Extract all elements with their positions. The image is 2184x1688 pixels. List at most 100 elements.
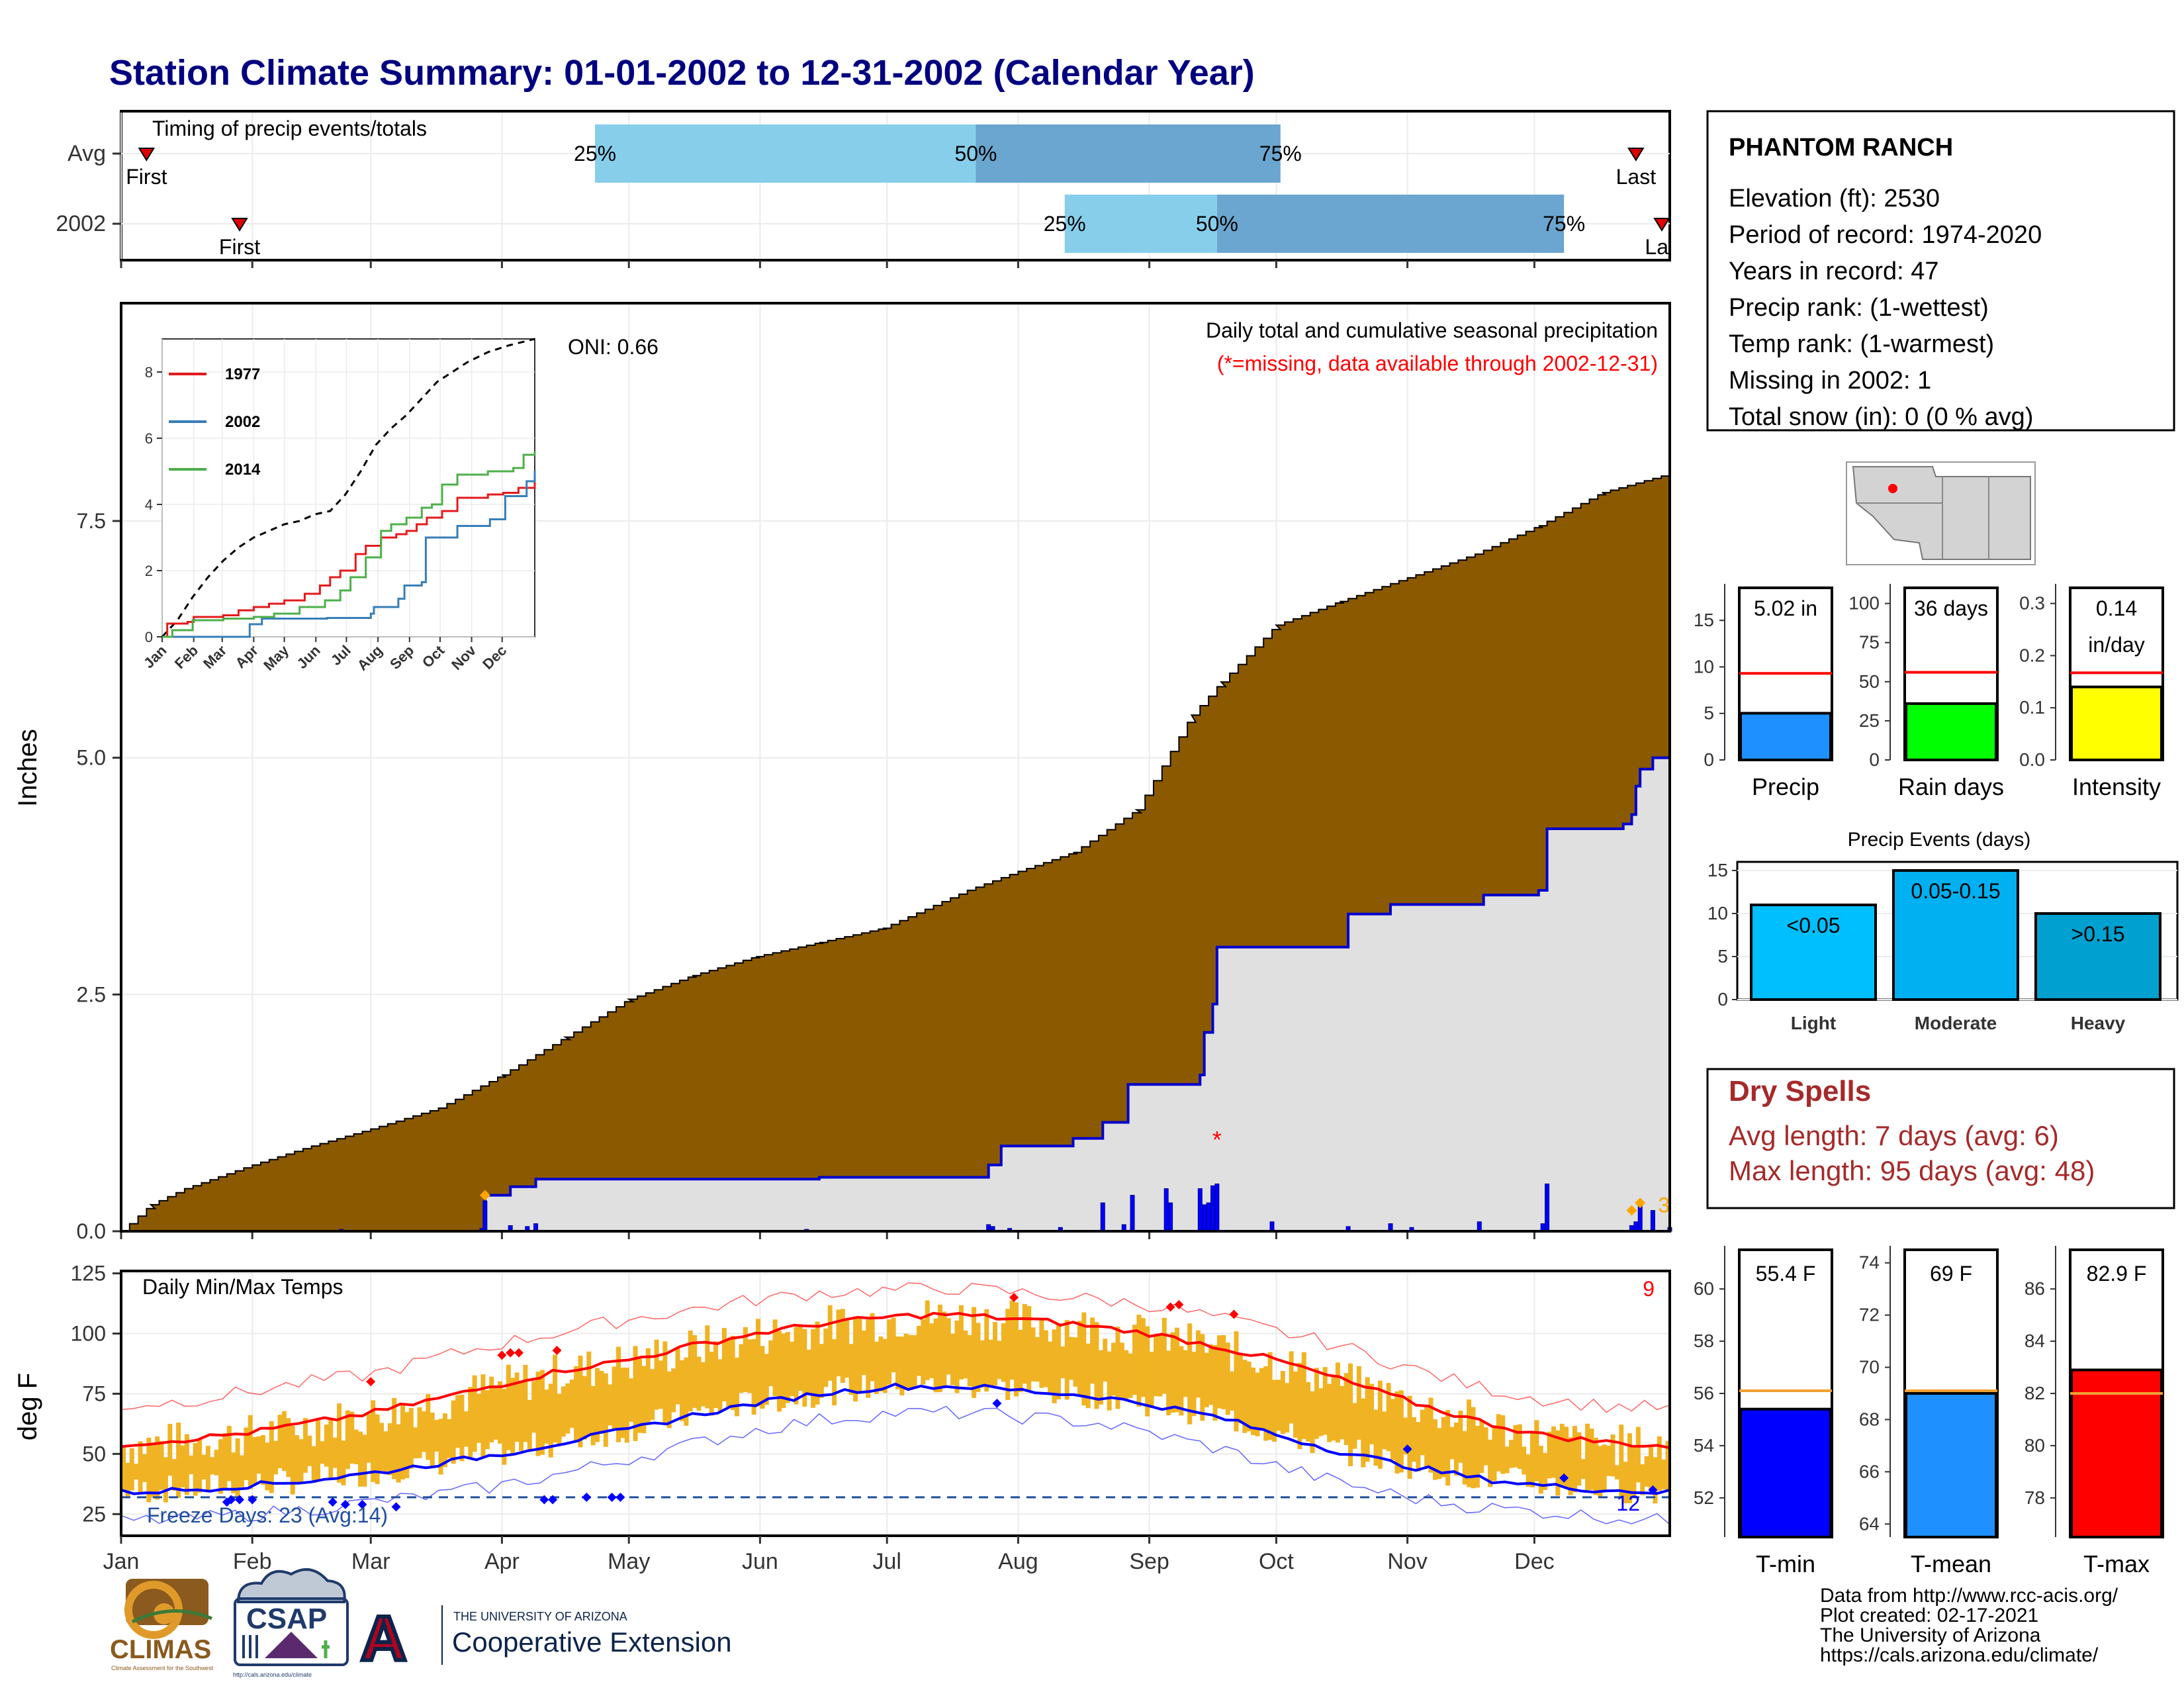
- daily-temp-range-bar: [1462, 1430, 1467, 1485]
- daily-temp-range-bar: [937, 1304, 942, 1393]
- events-category-label: Heavy: [2071, 1013, 2126, 1033]
- daily-temp-range-bar: [1580, 1459, 1586, 1479]
- p75-label: 75%: [1543, 212, 1585, 236]
- daily-temp-range-bar: [1293, 1371, 1298, 1438]
- daily-temp-range-bar: [1187, 1323, 1193, 1425]
- daily-temp-range-bar: [121, 1446, 126, 1489]
- credit-line: Data from http://www.rcc-acis.org/: [1820, 1585, 2118, 1607]
- daily-temp-range-bar: [1069, 1336, 1074, 1380]
- daily-temp-range-bar: [972, 1307, 977, 1398]
- dry-spells-box: Dry Spells Avg length: 7 days (avg: 6) M…: [1706, 1068, 2175, 1209]
- daily-temp-range-bar: [866, 1317, 871, 1398]
- locator-map: [1846, 461, 2036, 565]
- daily-temp-range-bar: [197, 1438, 203, 1493]
- daily-temp-range-bar: [726, 1340, 731, 1407]
- daily-precip-bar: [1206, 1202, 1211, 1232]
- climas-logo: CLIMAS Climate Assessment for the Southw…: [110, 1579, 214, 1671]
- daily-temp-range-bar: [1653, 1457, 1658, 1504]
- summary-precip-ytick-label: 15: [1694, 610, 1714, 630]
- dry-spells-avg: Avg length: 7 days (avg: 6): [1729, 1120, 2059, 1151]
- summary-raindays-ytick-label: 50: [1859, 671, 1880, 692]
- avg-max-line: [120, 1311, 1670, 1450]
- daily-temp-range-bar: [921, 1319, 926, 1385]
- inset-ytick-label: 8: [145, 364, 153, 381]
- daily-temp-range-bar: [976, 1323, 981, 1392]
- daily-temp-range-bar: [1098, 1350, 1103, 1405]
- daily-temp-range-bar: [1631, 1447, 1637, 1496]
- daily-precip-bar: [1269, 1221, 1275, 1232]
- daily-temp-range-bar: [189, 1455, 194, 1475]
- events-ytick-label: 5: [1717, 946, 1728, 966]
- record-cold-marker: [328, 1497, 338, 1507]
- temp-tmean-value-label: 69 F: [1930, 1262, 1972, 1286]
- daily-temp-range-bar: [286, 1418, 291, 1477]
- timing-row-label: Avg: [68, 141, 106, 166]
- ua-coop-extension: Cooperative Extension: [452, 1626, 732, 1658]
- daily-temp-range-bar: [1183, 1350, 1188, 1397]
- daily-temp-range-bar: [1289, 1351, 1294, 1424]
- daily-temp-range-bar: [772, 1319, 778, 1396]
- daily-temp-range-bar: [1251, 1367, 1256, 1435]
- daily-temp-range-bar: [582, 1376, 587, 1440]
- daily-temp-range-bar: [548, 1383, 553, 1458]
- daily-temp-range-bar: [442, 1413, 447, 1468]
- temp-tmax-value-label: 82.9 F: [2087, 1262, 2147, 1286]
- daily-temp-range-bar: [1449, 1427, 1455, 1460]
- daily-temp-range-bar: [1657, 1436, 1662, 1491]
- daily-temp-range-bar: [1285, 1383, 1290, 1432]
- station-info-line: Period of record: 1974-2020: [1729, 221, 2042, 249]
- daily-temp-range-bar: [180, 1445, 185, 1487]
- precip-ylabel: Inches: [13, 729, 42, 807]
- daily-temp-range-bar: [1026, 1306, 1032, 1392]
- summary-raindays-ytick-label: 100: [1848, 593, 1880, 614]
- last-label: Last: [1616, 165, 1657, 189]
- freeze-days-label: Freeze Days: 23 (Avg:14): [147, 1503, 388, 1527]
- daily-temp-range-bar: [1437, 1428, 1442, 1479]
- daily-temp-range-bar: [1504, 1446, 1510, 1474]
- daily-temp-range-bar: [1335, 1362, 1340, 1443]
- temp-tmin-title: T-min: [1756, 1550, 1815, 1577]
- month-tick-label: Mar: [351, 1549, 390, 1574]
- daily-temp-range-bar: [498, 1381, 503, 1444]
- daily-temp-range-bar: [1538, 1446, 1543, 1494]
- events-ytick-label: 15: [1707, 860, 1728, 880]
- daily-temp-range-bar: [281, 1411, 287, 1472]
- daily-temp-range-bar: [595, 1368, 600, 1442]
- credit-line: Plot created: 02-17-2021: [1820, 1605, 2038, 1626]
- daily-temp-range-bar: [523, 1364, 528, 1442]
- daily-temp-range-bar: [1496, 1414, 1501, 1472]
- station-info-line: Temp rank: (1-warmest): [1729, 330, 1994, 358]
- daily-temp-range-bar: [899, 1336, 905, 1395]
- daily-temp-range-bar: [477, 1393, 482, 1443]
- daily-precip-bar: [1633, 1221, 1639, 1232]
- daily-temp-range-bar: [1158, 1333, 1163, 1397]
- temp-tmax-ytick-label: 80: [2025, 1435, 2045, 1456]
- station-info-line: Years in record: 47: [1729, 258, 1939, 285]
- cumulative-2002-line: [121, 755, 1671, 1233]
- daily-temp-range-bar: [954, 1320, 960, 1393]
- extreme-precip-marker: [1635, 1197, 1646, 1209]
- daily-temp-range-bar: [1661, 1459, 1666, 1490]
- station-info-line: Precip rank: (1-wettest): [1729, 294, 1989, 322]
- daily-temp-range-bar: [1534, 1420, 1539, 1481]
- summary-intensity-ytick-label: 0.2: [2019, 645, 2045, 665]
- month-tick-label: Sep: [1129, 1549, 1169, 1574]
- temp-tmean-ytick-label: 70: [1859, 1357, 1880, 1378]
- daily-temp-range-bar: [1145, 1326, 1150, 1417]
- summary-precip-ytick-label: 10: [1694, 656, 1714, 677]
- daily-temp-range-bar: [1517, 1424, 1522, 1470]
- daily-temp-range-bar: [1598, 1446, 1603, 1498]
- record-hot-marker: [1009, 1293, 1019, 1302]
- daily-temp-range-bar: [1149, 1352, 1154, 1409]
- daily-temp-range-bar: [608, 1384, 613, 1426]
- daily-temp-range-bar: [1280, 1371, 1285, 1434]
- daily-temp-range-bar: [743, 1327, 748, 1392]
- daily-temp-range-bar: [1056, 1323, 1061, 1399]
- daily-temp-range-bar: [666, 1371, 672, 1429]
- first-label: First: [126, 165, 167, 189]
- credit-line: https://cals.arizona.edu/climate/: [1820, 1644, 2099, 1666]
- daily-temp-range-bar: [1111, 1342, 1116, 1395]
- daily-precip-bar: [1650, 1210, 1655, 1232]
- record-cold-marker: [607, 1492, 617, 1502]
- daily-temp-range-bar: [396, 1424, 401, 1483]
